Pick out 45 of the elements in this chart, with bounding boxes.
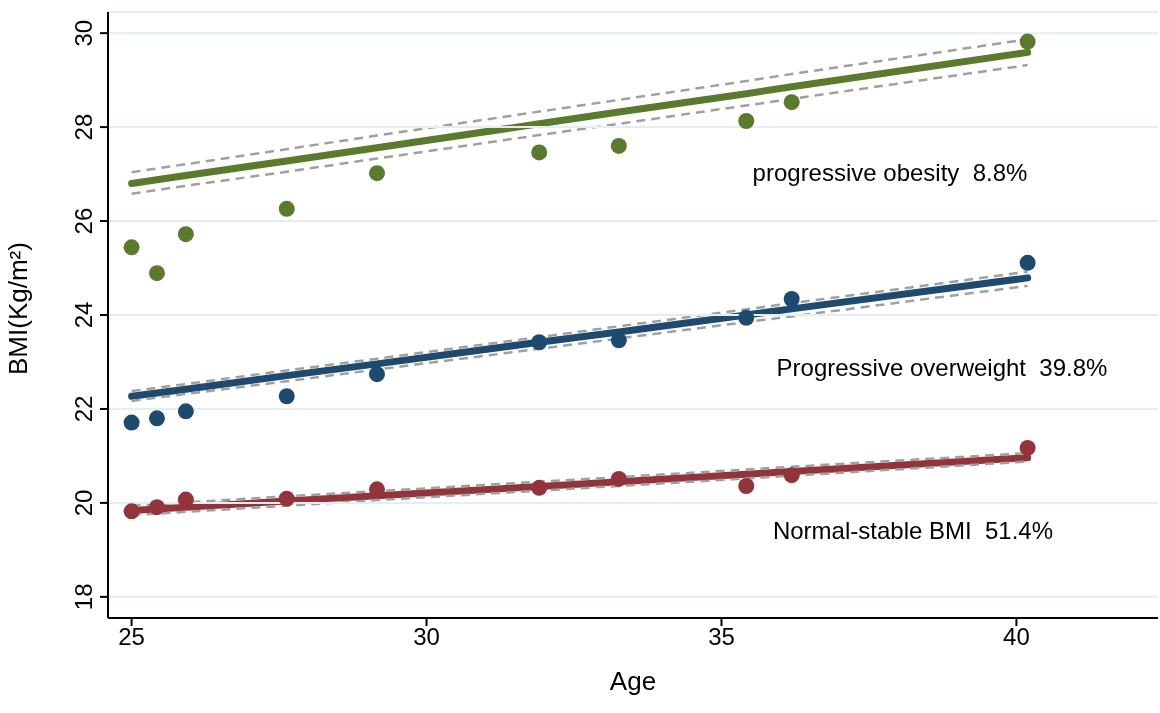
point (610, 470, 627, 487)
point (783, 94, 800, 111)
y-tick-label: 26 (70, 207, 97, 235)
point (148, 265, 165, 282)
point (531, 144, 548, 161)
y-tick-label: 24 (70, 301, 97, 329)
point (123, 239, 140, 256)
y-tick-label: 18 (70, 583, 97, 611)
point (148, 499, 165, 516)
point (610, 137, 627, 154)
point (123, 503, 140, 520)
x-axis-title: Age (609, 666, 657, 696)
point (1019, 439, 1036, 456)
point (738, 112, 755, 129)
annotation: Progressive overweight 39.8% (776, 353, 1108, 381)
point (1019, 33, 1036, 50)
y-tick-label: 20 (70, 489, 97, 517)
y-tick-label: 22 (70, 395, 97, 423)
x-tick-label: 25 (118, 623, 145, 651)
x-tick-label: 30 (413, 623, 440, 651)
point (783, 467, 800, 484)
point (610, 332, 627, 349)
point (148, 410, 165, 427)
point (368, 366, 385, 383)
x-tick-label: 35 (708, 623, 735, 651)
y-axis-title: BMI(Kg/m²) (3, 242, 34, 375)
point (177, 226, 194, 243)
point (783, 291, 800, 308)
point (531, 479, 548, 496)
annotation: progressive obesity 8.8% (752, 158, 1028, 186)
line-series (130, 63, 1029, 196)
annotation: Normal-stable BMI 51.4% (772, 516, 1054, 544)
y-tick-label: 30 (70, 19, 97, 47)
y-tick-label: 28 (70, 113, 97, 141)
point (278, 388, 295, 405)
point (123, 414, 140, 431)
point (278, 200, 295, 217)
point (738, 309, 755, 326)
point (368, 165, 385, 182)
point (531, 334, 548, 351)
point (177, 403, 194, 420)
point (278, 490, 295, 507)
x-tick-label: 40 (1003, 623, 1030, 651)
point (1019, 254, 1036, 271)
point (738, 478, 755, 494)
